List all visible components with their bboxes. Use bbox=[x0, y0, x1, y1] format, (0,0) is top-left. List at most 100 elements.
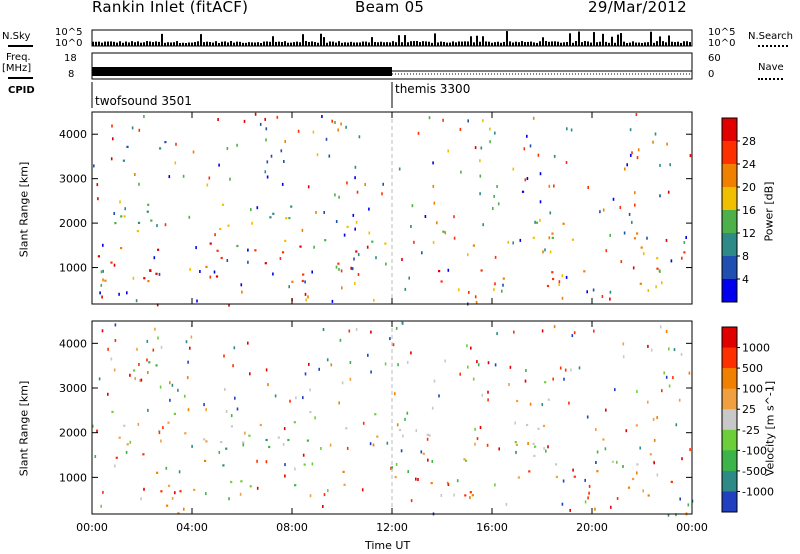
power-sparse-cell bbox=[312, 130, 315, 134]
power-cell bbox=[147, 203, 150, 206]
power-sparse-cell bbox=[385, 262, 387, 266]
station-title: Rankin Inlet (fitACF) bbox=[92, 0, 249, 16]
power-sparse-cell bbox=[586, 290, 588, 294]
power-sparse-cell bbox=[685, 236, 687, 239]
noise-bar bbox=[608, 42, 610, 46]
power-colorbar-tick-label: 16 bbox=[742, 204, 756, 217]
velocity-sparse-cell bbox=[486, 443, 489, 447]
noise-bar bbox=[377, 42, 379, 46]
power-sparse-cell bbox=[272, 272, 274, 276]
velocity-cell bbox=[184, 432, 187, 435]
noise-bar bbox=[422, 41, 424, 46]
noise-bar bbox=[563, 42, 565, 46]
velocity-cell bbox=[111, 410, 114, 413]
power-sparse-cell bbox=[331, 299, 334, 303]
velocity-cell bbox=[240, 480, 243, 483]
power-sparse-cell bbox=[264, 117, 266, 121]
power-sparse-cell bbox=[138, 128, 141, 132]
power-cell bbox=[640, 246, 643, 249]
velocity-sparse-cell bbox=[174, 491, 176, 495]
velocity-sparse-cell bbox=[474, 427, 476, 431]
velocity-colorbar-tick-label: -1000 bbox=[742, 485, 774, 498]
velocity-sparse-cell bbox=[415, 477, 417, 481]
power-sparse-cell bbox=[214, 233, 216, 237]
power-sparse-cell bbox=[335, 265, 338, 269]
velocity-sparse-cell bbox=[314, 416, 316, 420]
noise-bar bbox=[224, 41, 226, 46]
noise-bar bbox=[329, 41, 331, 46]
velocity-cell bbox=[306, 439, 309, 442]
power-sparse-cell bbox=[524, 178, 527, 182]
power-cell bbox=[290, 205, 293, 208]
noise-bar bbox=[578, 31, 580, 46]
xtick-label: 20:00 bbox=[576, 521, 608, 534]
beam-title: Beam 05 bbox=[355, 0, 425, 16]
power-cell bbox=[209, 242, 212, 245]
velocity-colorbar-cell bbox=[722, 470, 737, 492]
velocity-sparse-cell bbox=[283, 427, 286, 431]
velocity-cell bbox=[464, 459, 468, 462]
noise-bar bbox=[392, 41, 394, 46]
velocity-cell bbox=[428, 434, 431, 437]
power-sparse-cell bbox=[358, 135, 361, 139]
velocity-sparse-cell bbox=[614, 388, 616, 392]
noise-bar bbox=[218, 42, 220, 46]
noise-bar bbox=[92, 41, 94, 46]
velocity-cell bbox=[627, 486, 631, 489]
noise-bar bbox=[248, 42, 250, 46]
velocity-cell bbox=[647, 494, 650, 497]
power-sparse-cell bbox=[534, 220, 536, 224]
power-sparse-cell bbox=[334, 193, 336, 197]
power-sparse-cell bbox=[254, 112, 257, 116]
noise-bar bbox=[659, 36, 661, 46]
power-cell bbox=[656, 257, 659, 260]
noise-bar bbox=[407, 42, 409, 46]
noise-bar bbox=[359, 42, 361, 46]
noise-bar bbox=[620, 33, 622, 46]
velocity-sparse-cell bbox=[622, 342, 625, 346]
power-sparse-cell bbox=[382, 182, 384, 186]
velocity-cell bbox=[463, 458, 466, 461]
noise-bar bbox=[236, 41, 238, 46]
noise-bar bbox=[539, 41, 541, 46]
velocity-sparse-cell bbox=[479, 426, 482, 429]
noise-bar bbox=[590, 42, 592, 46]
xtick-label: 12:00 bbox=[376, 521, 408, 534]
noise-bar bbox=[572, 42, 574, 46]
noise-bar bbox=[110, 41, 112, 46]
velocity-sparse-cell bbox=[143, 487, 145, 491]
velocity-sparse-cell bbox=[456, 479, 459, 483]
power-sparse-cell bbox=[548, 236, 551, 240]
velocity-sparse-cell bbox=[309, 388, 311, 392]
velocity-sparse-cell bbox=[274, 394, 277, 398]
noise-bar bbox=[623, 41, 625, 46]
noise-bar bbox=[263, 41, 265, 46]
noise-bar bbox=[527, 41, 529, 46]
power-cell bbox=[120, 215, 123, 218]
noise-bar bbox=[323, 37, 325, 46]
velocity-ytick-label: 1000 bbox=[59, 471, 87, 484]
power-sparse-cell bbox=[321, 115, 323, 118]
velocity-sparse-cell bbox=[101, 329, 104, 333]
noise-bar bbox=[401, 42, 403, 46]
velocity-sparse-cell bbox=[663, 371, 665, 375]
noise-bar bbox=[473, 42, 475, 46]
power-sparse-cell bbox=[131, 126, 134, 130]
power-cell bbox=[155, 272, 158, 275]
noise-bar bbox=[185, 42, 187, 46]
velocity-sparse-cell bbox=[595, 428, 597, 431]
noise-bar bbox=[482, 36, 484, 46]
noise-bar bbox=[680, 42, 682, 46]
power-colorbar-cell bbox=[722, 210, 737, 234]
velocity-sparse-cell bbox=[191, 444, 193, 448]
noise-bar bbox=[566, 42, 568, 46]
noise-bar bbox=[383, 42, 385, 46]
power-cell bbox=[521, 190, 525, 193]
velocity-sparse-cell bbox=[588, 491, 590, 495]
power-sparse-cell bbox=[138, 182, 140, 186]
power-sparse-cell bbox=[338, 195, 340, 199]
xtick-label: 00:00 bbox=[676, 521, 708, 534]
freq-tick-top: 18 bbox=[64, 53, 77, 64]
power-sparse-cell bbox=[553, 184, 555, 188]
velocity-sparse-cell bbox=[673, 348, 676, 352]
